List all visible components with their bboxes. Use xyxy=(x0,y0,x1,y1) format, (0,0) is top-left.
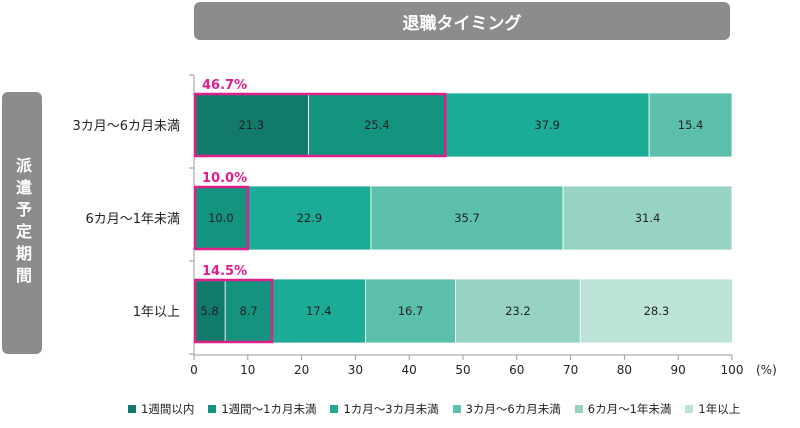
highlight-label: 10.0% xyxy=(202,171,247,186)
bar-segment xyxy=(579,278,733,344)
data-label: 23.2 xyxy=(505,304,531,318)
legend-label: 1週間～1カ月未満 xyxy=(221,402,317,416)
x-unit-label: (%) xyxy=(756,363,777,377)
legend-swatch xyxy=(452,405,461,413)
category-label: 3カ月～6カ月未満 xyxy=(72,119,180,134)
highlight-box xyxy=(193,185,250,251)
y-axis-title-box: 派遣予定期間 xyxy=(2,92,42,354)
data-label: 25.4 xyxy=(364,118,390,132)
legend-label: 1週間以内 xyxy=(141,402,195,416)
x-tick-label: 30 xyxy=(348,363,363,377)
bar-segment xyxy=(271,278,367,344)
x-tick-label: 40 xyxy=(402,363,417,377)
data-label: 21.3 xyxy=(238,118,264,132)
x-tick-label: 10 xyxy=(240,363,255,377)
bar-segment xyxy=(562,185,733,251)
data-label: 22.9 xyxy=(297,211,323,225)
bar-segment xyxy=(444,92,650,158)
legend-swatch xyxy=(208,405,217,413)
legend-swatch xyxy=(685,405,694,413)
data-label: 15.4 xyxy=(678,118,704,132)
legend-label: 1カ月～3カ月未満 xyxy=(343,402,439,416)
bar-segment xyxy=(193,185,249,251)
data-label: 17.4 xyxy=(306,304,332,318)
category-label: 6カ月～1年未満 xyxy=(85,212,180,227)
bar-segment xyxy=(193,278,226,344)
data-label: 28.3 xyxy=(644,304,670,318)
bar-segment xyxy=(648,92,733,158)
legend: 1週間以内 1週間～1カ月未満 1カ月～3カ月未満 3カ月～6カ月未満 6カ月～1年未満… xyxy=(128,400,754,418)
legend-item: 1年以上 xyxy=(685,401,740,417)
bar-segment xyxy=(224,278,273,344)
x-tick-label: 50 xyxy=(455,363,470,377)
x-tick-label: 80 xyxy=(617,363,632,377)
highlight-label: 14.5% xyxy=(202,264,247,279)
legend-item: 6カ月～1年未満 xyxy=(574,401,672,417)
bar-segment xyxy=(370,185,564,251)
x-tick-label: 100 xyxy=(721,363,744,377)
legend-swatch xyxy=(330,405,339,413)
data-label: 8.7 xyxy=(239,304,257,318)
data-label: 31.4 xyxy=(635,211,661,225)
legend-item: 1カ月～3カ月未満 xyxy=(330,401,439,417)
chart-title: 退職タイミング xyxy=(194,2,730,40)
legend-label: 3カ月～6カ月未満 xyxy=(465,402,561,416)
x-tick-label: 90 xyxy=(671,363,686,377)
legend-swatch xyxy=(128,405,136,413)
legend-item: 1週間～1カ月未満 xyxy=(208,401,316,417)
bar-segment xyxy=(308,92,446,158)
data-label: 16.7 xyxy=(398,304,424,318)
x-tick-label: 60 xyxy=(509,363,524,377)
data-label: 35.7 xyxy=(454,211,480,225)
highlight-box xyxy=(193,278,274,344)
bar-segment xyxy=(247,185,372,251)
legend-label: 1年以上 xyxy=(698,402,741,416)
x-tick-label: 0 xyxy=(190,363,198,377)
highlight-label: 46.7% xyxy=(202,78,247,93)
data-label: 10.0 xyxy=(208,211,234,225)
legend-swatch xyxy=(574,405,583,413)
highlight-box xyxy=(193,92,447,158)
data-label: 37.9 xyxy=(534,118,560,132)
x-tick-label: 20 xyxy=(294,363,309,377)
category-label: 1年以上 xyxy=(133,305,180,320)
data-label: 5.8 xyxy=(200,304,218,318)
y-axis-title: 派遣予定期間 xyxy=(13,157,32,289)
legend-item: 3カ月～6カ月未満 xyxy=(452,401,561,417)
legend-label: 6カ月～1年未満 xyxy=(587,402,672,416)
bar-segment xyxy=(455,278,581,344)
bar-segment xyxy=(365,278,456,344)
x-tick-label: 70 xyxy=(563,363,578,377)
legend-item: 1週間以内 xyxy=(128,401,194,417)
